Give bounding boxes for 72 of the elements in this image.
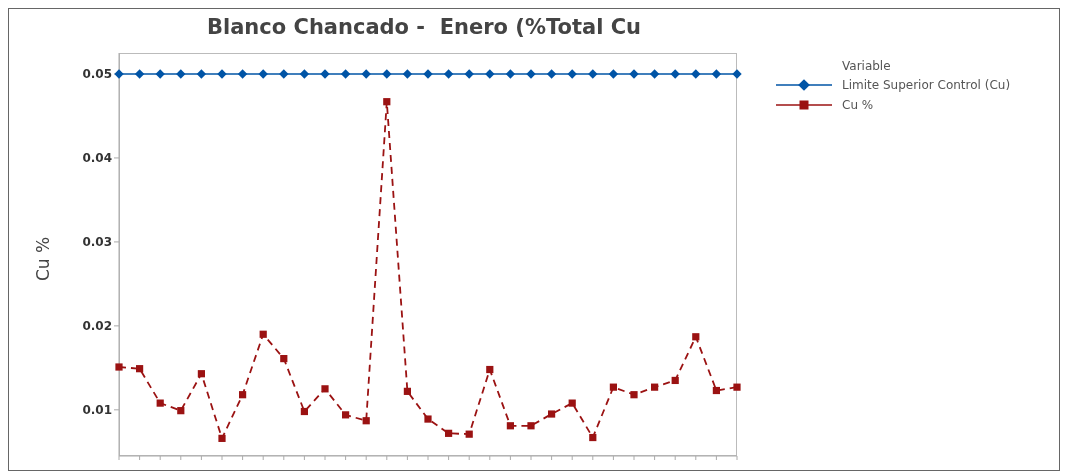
- point: [588, 69, 598, 79]
- point: [299, 69, 310, 79]
- legend-label: Limite Superior Control (Cu): [842, 78, 1011, 92]
- point: [321, 385, 329, 393]
- point: [651, 383, 659, 391]
- point: [423, 69, 433, 79]
- point: [712, 386, 720, 395]
- point: [177, 407, 185, 415]
- point: [176, 69, 186, 79]
- point: [156, 399, 164, 407]
- point: [629, 69, 639, 79]
- point: [217, 69, 227, 79]
- point: [505, 69, 516, 79]
- point: [259, 330, 267, 338]
- point: [320, 69, 330, 79]
- point: [486, 365, 494, 374]
- point: [671, 376, 679, 385]
- point: [239, 391, 247, 399]
- point: [711, 69, 722, 79]
- point: [237, 69, 248, 79]
- point: [732, 69, 742, 79]
- point: [279, 69, 289, 79]
- point: [424, 415, 432, 423]
- point: [218, 434, 226, 442]
- point: [362, 417, 370, 425]
- y-tick-label: 0.01: [82, 403, 112, 418]
- point: [402, 69, 413, 79]
- y-tick-label: 0.05: [82, 67, 112, 82]
- legend-title: Variable: [841, 59, 892, 73]
- point: [649, 69, 660, 79]
- point: [568, 399, 576, 407]
- point: [403, 387, 411, 395]
- point: [155, 69, 165, 79]
- point: [443, 69, 454, 79]
- y-tick-label: 0.04: [82, 151, 112, 166]
- point: [733, 383, 741, 391]
- point: [526, 69, 536, 79]
- point: [300, 407, 308, 416]
- point: [115, 363, 123, 371]
- point: [136, 365, 144, 373]
- point: [196, 69, 207, 79]
- point: [506, 422, 514, 430]
- point: [691, 69, 701, 79]
- point: [567, 69, 577, 79]
- point: [340, 69, 351, 79]
- legend-label: Cu %: [842, 98, 874, 112]
- y-tick-label: 0.03: [82, 235, 112, 250]
- point: [114, 69, 124, 79]
- point: [361, 69, 371, 79]
- point: [608, 69, 619, 79]
- y-tick-label: 0.02: [82, 319, 112, 334]
- point: [280, 355, 288, 363]
- point: [197, 370, 205, 378]
- point: [670, 69, 680, 79]
- point: [383, 98, 391, 106]
- point: [342, 411, 350, 419]
- point: [589, 433, 597, 442]
- point: [258, 69, 268, 79]
- point: [609, 383, 617, 391]
- point: [445, 429, 453, 437]
- point: [548, 410, 556, 418]
- point: [382, 69, 392, 79]
- y-axis-title: Cu %: [33, 236, 53, 282]
- point: [134, 69, 145, 79]
- point: [465, 430, 473, 438]
- point: [546, 69, 557, 79]
- point: [630, 391, 638, 399]
- point: [527, 422, 535, 430]
- point: [464, 69, 474, 79]
- point: [692, 333, 700, 341]
- point: [485, 69, 495, 79]
- chart-title: Blanco Chancado - Enero (%Total Cu: [205, 15, 642, 39]
